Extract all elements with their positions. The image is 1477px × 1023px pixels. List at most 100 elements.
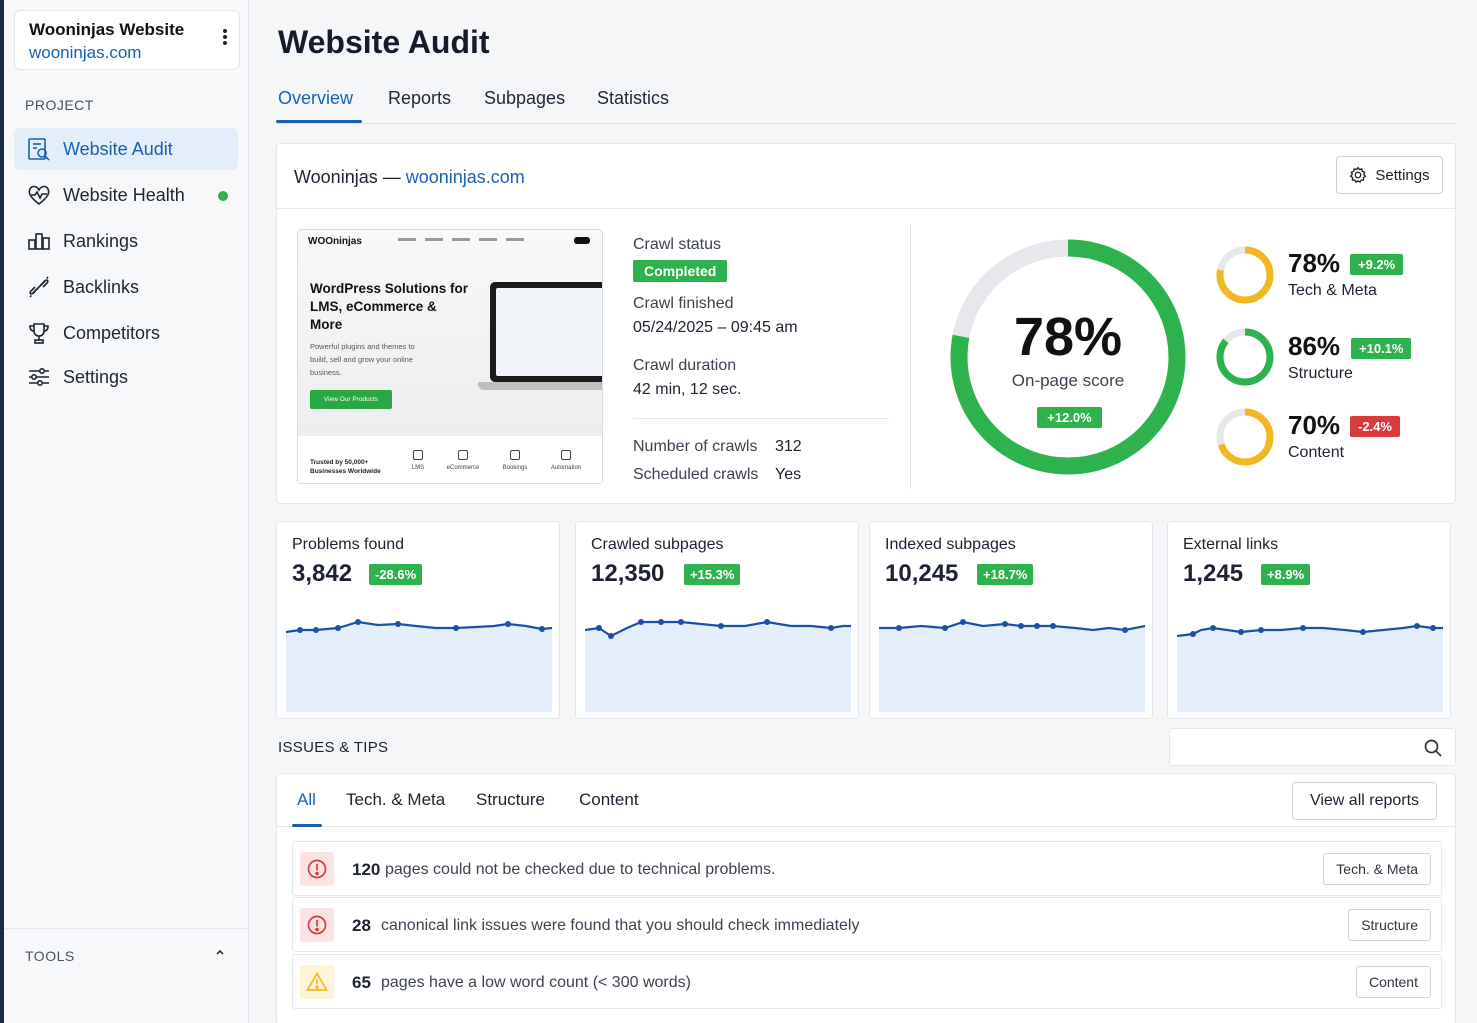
gear-icon <box>1349 166 1367 184</box>
sidebar-item-label: Website Health <box>63 184 185 205</box>
tech-meta-score-value: 78% <box>1288 248 1341 278</box>
sidebar-item-website-audit[interactable]: Website Audit <box>14 128 238 170</box>
issues-search-input[interactable] <box>1169 728 1456 766</box>
sidebar-item-backlinks[interactable]: Backlinks <box>14 266 238 308</box>
sidebar-item-label: Settings <box>63 366 129 387</box>
title-separator: — <box>377 167 406 187</box>
crawl-finished-label: Crawl finished <box>633 295 734 312</box>
sparkline-chart <box>879 619 1145 712</box>
site-name: Wooninjas <box>294 167 378 187</box>
sidebar-item-label: Backlinks <box>63 276 140 297</box>
thumbnail-category: Automation <box>546 450 586 471</box>
thumbnail-category: eCommerce <box>443 450 483 471</box>
tech-meta-score-ring <box>1216 246 1274 304</box>
tab-reports[interactable]: Reports <box>388 88 452 108</box>
issue-row[interactable]: 28 canonical link issues were found that… <box>292 897 1442 952</box>
chevron-up-icon[interactable] <box>214 946 226 958</box>
main-tabs: Overview Reports Subpages Statistics <box>276 80 1456 124</box>
metric-title: Indexed subpages <box>885 536 1016 553</box>
structure-score-ring <box>1216 328 1274 386</box>
issues-tab-all[interactable]: All <box>297 790 316 809</box>
on-page-score-change: +12.0% <box>1037 407 1102 428</box>
metric-title: External links <box>1183 536 1279 553</box>
issues-tab-tech-meta[interactable]: Tech. & Meta <box>346 790 446 809</box>
content-score-ring <box>1216 408 1274 466</box>
metric-title: Crawled subpages <box>591 536 724 553</box>
link-icon <box>29 276 49 298</box>
project-url: wooninjas.com <box>29 43 142 62</box>
thumbnail-hero: WOOninjas WordPress Solutions for LMS, e… <box>298 230 602 435</box>
window-edge <box>0 0 4 1023</box>
error-icon <box>300 908 334 942</box>
thumbnail-subtext: Powerful plugins and themes to build, se… <box>310 342 415 377</box>
tab-subpages[interactable]: Subpages <box>484 88 566 108</box>
on-page-score-label: On-page score <box>1011 371 1125 390</box>
tab-statistics[interactable]: Statistics <box>597 88 670 108</box>
bar-chart-icon <box>28 233 50 250</box>
settings-button[interactable]: Settings <box>1336 156 1443 194</box>
issue-category-tag[interactable]: Structure <box>1348 909 1431 941</box>
thumbnail-trust: Trusted by 50,000+ Businesses Worldwide <box>310 459 381 475</box>
scheduled-crawls-value: Yes <box>775 466 802 483</box>
active-tab-indicator <box>292 824 322 827</box>
metric-card-external-links[interactable]: External links 1,245 +8.9% <box>1167 521 1451 719</box>
issues-section-label: ISSUES & TIPS <box>278 739 389 756</box>
thumbnail-headline: WordPress Solutions for LMS, eCommerce &… <box>310 281 469 332</box>
issue-text: canonical link issues were found that yo… <box>381 917 860 934</box>
view-all-reports-button[interactable]: View all reports <box>1292 782 1437 820</box>
tools-section-label[interactable]: TOOLS <box>25 948 75 964</box>
metric-card-problems[interactable]: Problems found 3,842 -28.6% <box>276 521 560 719</box>
thumbnail-category: LMS <box>398 450 438 471</box>
metric-change-badge: -28.6% <box>369 564 423 585</box>
tech-meta-score-change: +9.2% <box>1350 254 1404 275</box>
tab-overview[interactable]: Overview <box>278 88 354 108</box>
divider <box>633 418 889 419</box>
tech-meta-score-label: Tech & Meta <box>1288 282 1377 299</box>
thumbnail-footer: Trusted by 50,000+ Businesses Worldwide … <box>298 435 602 483</box>
issue-row[interactable]: 120 pages could not be checked due to te… <box>292 841 1442 896</box>
issue-count: 120 <box>352 860 381 879</box>
thumbnail-nav-button <box>574 237 590 244</box>
summary-header: Wooninjas — wooninjas.com Settings <box>277 144 1455 209</box>
crawl-status-badge: Completed <box>633 260 728 282</box>
settings-label: Settings <box>1375 166 1430 184</box>
sidebar-item-label: Competitors <box>63 322 161 343</box>
health-status-dot <box>218 191 228 201</box>
sparkline-chart <box>286 619 552 712</box>
sidebar-item-label: Rankings <box>63 230 139 251</box>
thumbnail-logo: WOOninjas <box>308 236 362 247</box>
site-url-link[interactable]: wooninjas.com <box>405 167 525 187</box>
on-page-score-ring <box>950 239 1186 475</box>
issues-tab-structure[interactable]: Structure <box>476 790 545 809</box>
issue-row[interactable]: 65 pages have a low word count (< 300 wo… <box>292 954 1442 1009</box>
issue-category-tag[interactable]: Tech. & Meta <box>1323 853 1431 885</box>
metric-card-indexed[interactable]: Indexed subpages 10,245 +18.7% <box>869 521 1153 719</box>
thumbnail-cta: View Our Products <box>310 390 392 409</box>
more-vertical-icon[interactable] <box>221 27 229 49</box>
sidebar-item-competitors[interactable]: Competitors <box>14 312 238 354</box>
heart-pulse-icon <box>28 185 50 206</box>
metric-title: Problems found <box>292 536 405 553</box>
project-section-label: PROJECT <box>25 97 94 113</box>
issues-tab-content[interactable]: Content <box>579 790 639 809</box>
metric-value: 1,245 <box>1183 560 1244 587</box>
audit-icon <box>28 138 50 161</box>
crawl-duration-value: 42 min, 12 sec. <box>633 381 742 398</box>
thumbnail-category: Bookings <box>495 450 535 471</box>
sidebar-item-settings[interactable]: Settings <box>14 356 238 398</box>
site-screenshot-thumbnail[interactable]: WOOninjas WordPress Solutions for LMS, e… <box>297 229 603 484</box>
crawl-status-label: Crawl status <box>633 236 722 253</box>
active-tab-indicator <box>276 120 362 123</box>
search-icon[interactable] <box>1423 738 1443 758</box>
project-switcher[interactable]: Wooninjas Website wooninjas.com <box>14 10 240 70</box>
sidebar-item-rankings[interactable]: Rankings <box>14 220 238 262</box>
metric-value: 10,245 <box>885 560 959 587</box>
issues-card: All Tech. & Meta Structure Content View … <box>276 773 1456 1023</box>
on-page-score-value: 78% <box>1013 307 1123 367</box>
trophy-icon <box>29 323 49 344</box>
structure-score-label: Structure <box>1288 365 1353 382</box>
sidebar-item-website-health[interactable]: Website Health <box>14 174 238 216</box>
crawls-count-label: Number of crawls <box>633 438 758 455</box>
issue-category-tag[interactable]: Content <box>1355 966 1431 998</box>
metric-card-crawled[interactable]: Crawled subpages 12,350 +15.3% <box>575 521 859 719</box>
